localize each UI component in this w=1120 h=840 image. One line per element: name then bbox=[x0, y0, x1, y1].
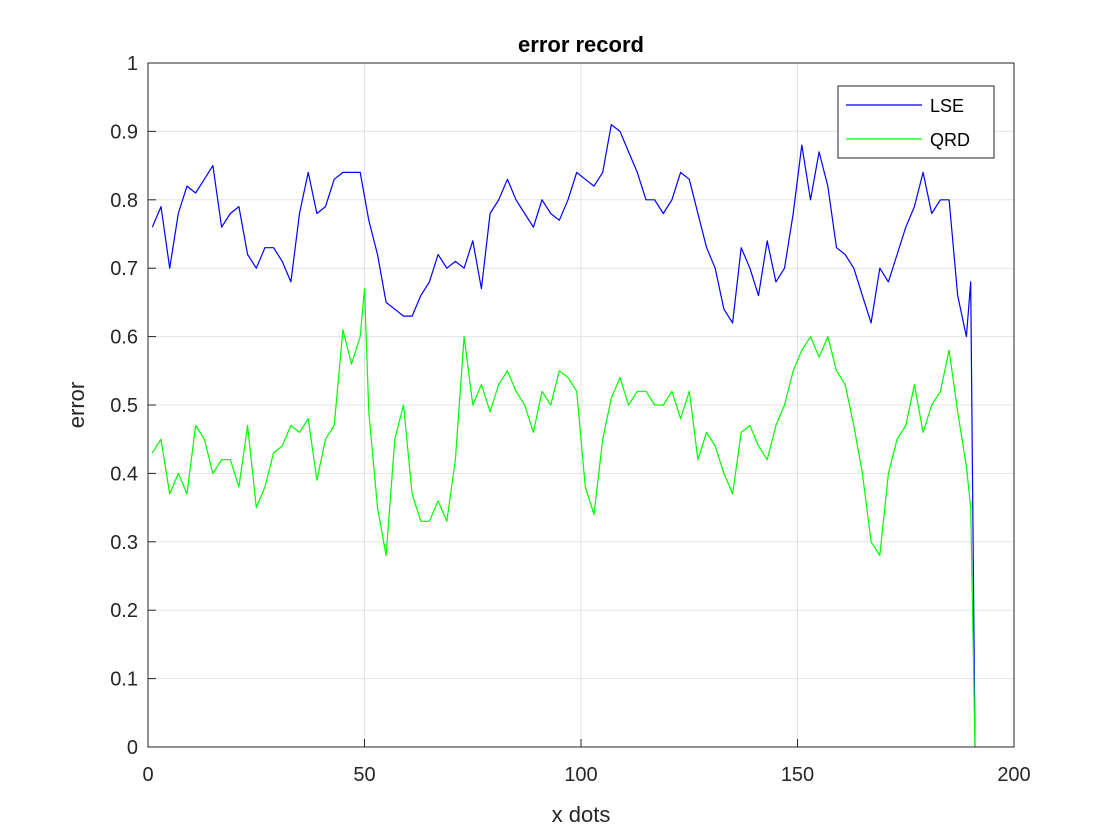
y-tick-label: 0.6 bbox=[110, 327, 138, 349]
series-line-lse bbox=[151, 123, 976, 748]
y-tick-label: 0.2 bbox=[110, 600, 138, 622]
x-tick-label: 150 bbox=[781, 764, 814, 786]
x-axis-label: x dots bbox=[552, 802, 611, 827]
chart-title: error record bbox=[518, 32, 644, 57]
y-tick-label: 0.8 bbox=[110, 190, 138, 212]
y-tick-label: 1 bbox=[127, 53, 138, 75]
y-tick-label: 0.4 bbox=[110, 463, 138, 485]
series-layer bbox=[151, 123, 976, 748]
x-tick-label: 100 bbox=[564, 764, 597, 786]
legend-box bbox=[837, 85, 995, 159]
y-tick-label: 0.5 bbox=[110, 395, 138, 417]
y-tick-label: 0.1 bbox=[110, 669, 138, 691]
x-tick-label: 50 bbox=[353, 764, 375, 786]
ticks: 0 50 100 150 200 0 0.1 0.2 0.3 0.4 0.5 0.6 0.7 0.8 0.9… bbox=[110, 53, 1031, 786]
legend: LSE QRD bbox=[837, 85, 995, 159]
x-tick-label: 0 bbox=[142, 764, 153, 786]
series-line-qrd bbox=[151, 288, 976, 748]
y-tick-label: 0.7 bbox=[110, 258, 138, 280]
y-axis-label: error bbox=[64, 382, 89, 428]
legend-label-lse: LSE bbox=[930, 96, 964, 116]
y-tick-label: 0.9 bbox=[110, 121, 138, 143]
legend-label-qrd: QRD bbox=[930, 130, 970, 150]
y-tick-label: 0.3 bbox=[110, 532, 138, 554]
x-tick-label: 200 bbox=[997, 764, 1030, 786]
y-tick-label: 0 bbox=[127, 737, 138, 759]
